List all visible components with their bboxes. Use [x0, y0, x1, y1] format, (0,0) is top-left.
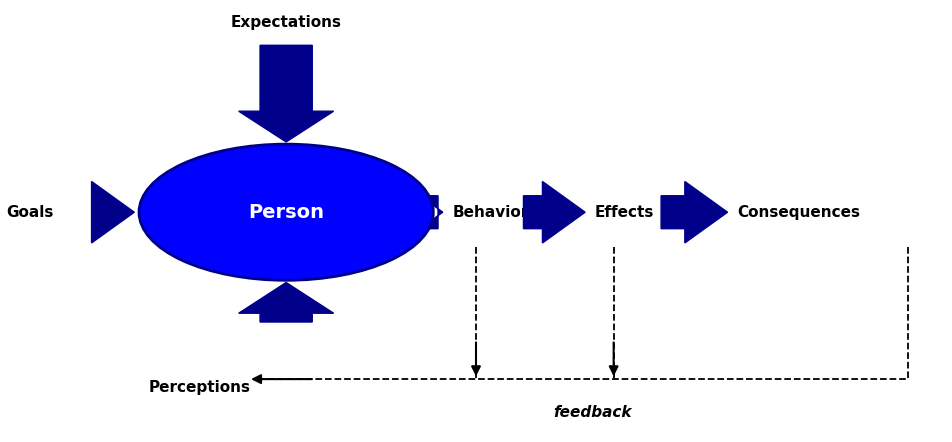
Text: Goals: Goals: [6, 205, 53, 220]
FancyArrow shape: [524, 182, 585, 243]
Text: Consequences: Consequences: [737, 205, 860, 220]
FancyArrow shape: [91, 182, 134, 243]
FancyArrow shape: [239, 46, 333, 142]
FancyArrow shape: [239, 282, 333, 322]
Text: Perceptions: Perceptions: [149, 381, 250, 396]
Text: Person: Person: [248, 203, 324, 222]
Circle shape: [139, 144, 433, 280]
FancyArrow shape: [400, 182, 443, 243]
Text: Expectations: Expectations: [230, 15, 342, 30]
Text: feedback: feedback: [553, 405, 631, 420]
Text: Effects: Effects: [595, 205, 654, 220]
FancyArrow shape: [661, 182, 727, 243]
Text: Behavior: Behavior: [452, 205, 528, 220]
